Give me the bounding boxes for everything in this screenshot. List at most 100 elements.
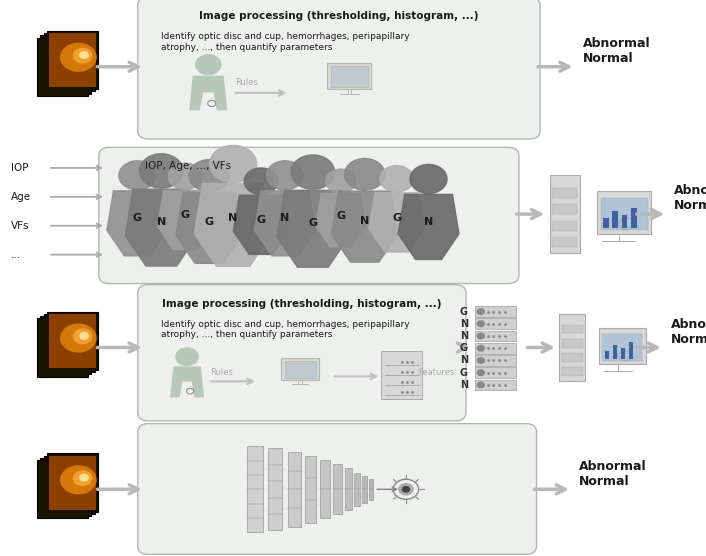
Circle shape xyxy=(80,332,88,339)
Circle shape xyxy=(119,161,156,190)
Circle shape xyxy=(244,168,277,195)
Polygon shape xyxy=(107,191,168,256)
Text: Abnormal
Normal: Abnormal Normal xyxy=(671,318,706,346)
FancyBboxPatch shape xyxy=(552,237,578,247)
Text: N: N xyxy=(280,213,289,223)
FancyBboxPatch shape xyxy=(603,219,609,227)
FancyBboxPatch shape xyxy=(40,36,91,93)
FancyBboxPatch shape xyxy=(49,314,96,368)
Polygon shape xyxy=(369,193,424,252)
Circle shape xyxy=(345,158,385,190)
FancyBboxPatch shape xyxy=(328,63,371,90)
Text: N: N xyxy=(229,214,238,224)
Text: Identify optic disc and cup, hemorrhages, peripapillary
atrophy, ..., then quant: Identify optic disc and cup, hemorrhages… xyxy=(161,320,409,339)
Circle shape xyxy=(291,155,335,190)
FancyBboxPatch shape xyxy=(49,456,96,509)
FancyBboxPatch shape xyxy=(552,221,578,231)
Circle shape xyxy=(210,145,256,182)
Circle shape xyxy=(80,474,88,481)
FancyBboxPatch shape xyxy=(44,33,95,91)
Circle shape xyxy=(80,52,88,58)
FancyBboxPatch shape xyxy=(288,451,301,527)
FancyBboxPatch shape xyxy=(475,319,516,329)
Polygon shape xyxy=(125,189,197,266)
Text: Age: Age xyxy=(11,192,31,202)
Text: N: N xyxy=(460,380,468,390)
Polygon shape xyxy=(316,193,366,247)
FancyBboxPatch shape xyxy=(305,456,316,523)
Circle shape xyxy=(176,348,198,365)
FancyBboxPatch shape xyxy=(37,318,88,377)
Circle shape xyxy=(189,160,229,191)
Text: G: G xyxy=(181,210,190,220)
FancyBboxPatch shape xyxy=(44,314,95,373)
Text: ...: ... xyxy=(11,250,20,260)
Text: VFs: VFs xyxy=(11,221,29,231)
Circle shape xyxy=(61,43,96,71)
Text: IOP: IOP xyxy=(11,163,28,173)
Circle shape xyxy=(410,165,447,193)
FancyBboxPatch shape xyxy=(345,468,352,510)
FancyBboxPatch shape xyxy=(354,473,360,506)
Circle shape xyxy=(140,153,183,188)
FancyBboxPatch shape xyxy=(602,334,642,361)
Text: G: G xyxy=(256,215,265,225)
FancyBboxPatch shape xyxy=(628,342,633,359)
FancyBboxPatch shape xyxy=(622,215,628,227)
FancyBboxPatch shape xyxy=(561,325,582,334)
Text: G: G xyxy=(460,306,468,316)
FancyBboxPatch shape xyxy=(559,315,585,380)
Polygon shape xyxy=(398,195,459,260)
Text: G: G xyxy=(460,343,468,353)
Polygon shape xyxy=(277,190,349,267)
Text: Rules: Rules xyxy=(235,78,258,87)
Text: Abnormal
Normal: Abnormal Normal xyxy=(674,185,706,212)
Text: N: N xyxy=(424,217,433,227)
Circle shape xyxy=(169,163,202,190)
FancyBboxPatch shape xyxy=(613,345,617,359)
Text: Abnormal
Normal: Abnormal Normal xyxy=(582,37,650,65)
Circle shape xyxy=(477,309,484,314)
FancyBboxPatch shape xyxy=(49,33,96,87)
FancyBboxPatch shape xyxy=(268,448,282,530)
Polygon shape xyxy=(332,191,398,262)
Polygon shape xyxy=(194,183,272,266)
FancyBboxPatch shape xyxy=(285,360,316,378)
FancyBboxPatch shape xyxy=(37,460,88,518)
Text: Image processing (thresholding, histogram, ...): Image processing (thresholding, histogra… xyxy=(199,11,479,21)
FancyBboxPatch shape xyxy=(597,191,651,234)
FancyBboxPatch shape xyxy=(475,331,516,341)
FancyBboxPatch shape xyxy=(552,188,578,197)
FancyBboxPatch shape xyxy=(475,368,516,378)
Text: Image processing (thresholding, histogram, ...): Image processing (thresholding, histogra… xyxy=(162,299,441,309)
FancyBboxPatch shape xyxy=(247,446,263,533)
Text: G: G xyxy=(392,213,401,223)
Text: N: N xyxy=(157,216,166,226)
Polygon shape xyxy=(171,367,203,397)
Circle shape xyxy=(196,54,221,75)
Polygon shape xyxy=(254,191,316,256)
FancyBboxPatch shape xyxy=(320,460,330,518)
FancyBboxPatch shape xyxy=(381,351,422,399)
FancyBboxPatch shape xyxy=(40,458,91,516)
Text: N: N xyxy=(360,216,369,226)
FancyBboxPatch shape xyxy=(621,348,626,359)
FancyBboxPatch shape xyxy=(47,31,98,89)
Text: IOP, Age, ..., VFs: IOP, Age, ..., VFs xyxy=(145,161,231,171)
Text: N: N xyxy=(460,331,468,341)
FancyBboxPatch shape xyxy=(475,355,516,366)
FancyBboxPatch shape xyxy=(333,464,342,514)
Circle shape xyxy=(477,382,484,388)
Text: Abnormal
Normal: Abnormal Normal xyxy=(579,460,647,488)
FancyBboxPatch shape xyxy=(613,211,618,227)
Text: N: N xyxy=(460,355,468,365)
FancyBboxPatch shape xyxy=(138,0,540,139)
FancyBboxPatch shape xyxy=(631,208,637,227)
Circle shape xyxy=(477,370,484,375)
Circle shape xyxy=(402,486,409,492)
Polygon shape xyxy=(233,195,289,255)
Text: G: G xyxy=(309,218,318,228)
FancyBboxPatch shape xyxy=(561,339,582,348)
FancyBboxPatch shape xyxy=(604,351,609,359)
Text: G: G xyxy=(133,213,142,223)
